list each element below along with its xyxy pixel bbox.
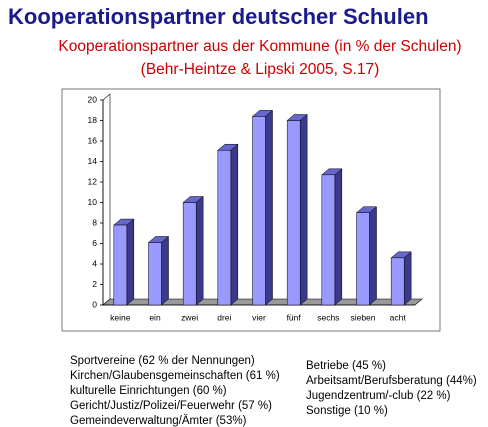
plot: 0 2 4 6 8 10 12 14 16 18 20 keine ein zwei drei vier fün… <box>88 93 423 322</box>
note-item: Jugendzentrum/-club (22 %) <box>306 390 451 402</box>
bar <box>321 174 336 306</box>
x-tick-label: sechs <box>317 312 339 322</box>
x-tick-label: zwei <box>181 312 198 322</box>
bar <box>148 242 162 306</box>
bar <box>286 120 301 306</box>
note-item: kulturelle Einrichtungen (60 %) <box>70 385 227 397</box>
y-tick-label: 8 <box>92 217 97 227</box>
note-item: Betriebe (45 %) <box>306 360 386 372</box>
x-tick-label: ein <box>149 312 161 322</box>
y-tick-label: 2 <box>92 279 97 289</box>
y-tick-label: 14 <box>88 156 98 166</box>
notes: Sportvereine (62 % der Nennungen) Kirchen… <box>70 355 477 427</box>
y-tick-label: 4 <box>92 258 97 268</box>
bar-side <box>265 109 273 306</box>
bar-side <box>161 235 169 306</box>
bar-side <box>230 143 239 306</box>
bar <box>356 212 370 306</box>
bar <box>390 257 405 306</box>
bar-side <box>195 195 204 306</box>
slide-title: Kooperationspartner deutscher Schulen <box>8 4 429 29</box>
note-item: Arbeitsamt/Berufsberatung (44%) <box>306 375 477 387</box>
x-tick-label: keine <box>110 312 131 322</box>
note-item: Gemeindeverwaltung/Ämter (53%) <box>70 415 247 427</box>
y-tick-label: 6 <box>92 238 97 248</box>
bar-side <box>369 206 377 306</box>
bar-side <box>334 168 343 306</box>
note-item: Gericht/Justiz/Polizei/Feuerwehr (57 %) <box>70 400 272 412</box>
y-tick-label: 10 <box>88 197 98 207</box>
y-tick-label: 0 <box>92 299 97 309</box>
y-tick-label: 12 <box>88 176 98 186</box>
back-wall <box>102 93 111 306</box>
bar <box>113 224 128 306</box>
note-item: Kirchen/Glaubensgemeinschaften (61 %) <box>70 370 280 382</box>
bar-side <box>403 251 412 306</box>
bar <box>182 202 197 306</box>
y-tick-label: 16 <box>88 135 98 145</box>
chart-frame <box>61 88 441 332</box>
bar-side <box>126 218 135 306</box>
x-tick-label: acht <box>390 312 407 322</box>
bar <box>217 149 232 306</box>
x-tick-label: drei <box>217 312 231 322</box>
bar-side <box>299 113 308 306</box>
note-item: Sportvereine (62 % der Nennungen) <box>70 355 255 367</box>
x-tick-label: vier <box>252 312 266 322</box>
bar <box>252 116 266 306</box>
chart-title: Kooperationspartner aus der Kommune (in … <box>58 38 461 55</box>
x-tick-label: sieben <box>350 312 375 322</box>
y-tick-label: 20 <box>88 94 98 104</box>
y-tick-label: 18 <box>88 115 98 125</box>
x-tick-label: fünf <box>287 312 302 322</box>
note-item: Sonstige (10 %) <box>306 405 388 417</box>
chart-subtitle: (Behr-Heintze & Lipski 2005, S.17) <box>141 61 380 78</box>
